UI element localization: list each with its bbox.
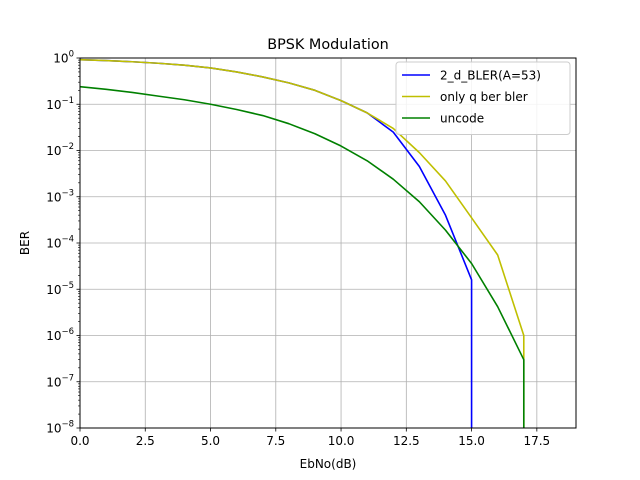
x-tick-label: 7.5: [266, 434, 285, 448]
y-tick-label: 10−6: [46, 327, 74, 343]
y-tick-base: 10: [46, 422, 61, 436]
x-tick-label: 17.5: [523, 434, 550, 448]
y-axis-label: BER: [18, 231, 32, 255]
y-tick-exponent: −8: [61, 420, 74, 430]
y-tick-base: 10: [46, 237, 61, 251]
y-tick-label: 10−5: [46, 281, 74, 297]
x-tick-label: 15.0: [458, 434, 485, 448]
y-tick-exponent: −1: [61, 96, 74, 106]
y-tick-label: 10−1: [46, 96, 74, 112]
y-tick-base: 10: [46, 283, 61, 297]
y-tick-label: 10−2: [46, 142, 74, 158]
y-tick-exponent: −4: [61, 235, 74, 245]
legend-label: uncode: [440, 112, 484, 126]
y-tick-label: 10−4: [46, 235, 74, 251]
legend-box: [395, 61, 571, 135]
legend-label: only q ber bler: [440, 90, 528, 104]
y-tick-base: 10: [46, 190, 61, 204]
y-tick-base: 10: [46, 329, 61, 343]
y-tick-base: 10: [46, 98, 61, 112]
y-tick-label: 10−8: [46, 420, 74, 436]
x-tick-label: 12.5: [393, 434, 420, 448]
series-line: [79, 58, 525, 428]
tick-layer: 0.0 2.5 5.0 7.5 10.0 12.5 15.0 17.510−810−710−6…: [46, 50, 550, 449]
x-tick-label: 0.0: [70, 434, 89, 448]
y-tick-label: 10−3: [46, 188, 74, 204]
y-tick-label: 100: [53, 50, 74, 66]
y-tick-base: 10: [53, 52, 68, 66]
y-tick-label: 10−7: [46, 373, 74, 389]
series-layer: [79, 58, 525, 428]
legend: 2_d_BLER(A=53)only q ber bler uncode: [395, 61, 571, 135]
series-line: [79, 85, 525, 428]
y-tick-base: 10: [46, 375, 61, 389]
chart-title: BPSK Modulation: [267, 37, 389, 53]
x-tick-label: 10.0: [328, 434, 355, 448]
y-tick-base: 10: [46, 144, 61, 158]
x-axis-label: EbNo(dB): [300, 457, 357, 471]
y-tick-exponent: −7: [61, 373, 74, 383]
x-tick-label: 2.5: [136, 434, 155, 448]
y-tick-exponent: −3: [61, 188, 74, 198]
y-tick-exponent: −5: [61, 281, 74, 291]
y-tick-exponent: −2: [61, 142, 74, 152]
y-tick-exponent: −6: [61, 327, 74, 337]
y-tick-exponent: 0: [69, 50, 74, 60]
legend-label: 2_d_BLER(A=53): [440, 69, 541, 83]
x-tick-label: 5.0: [201, 434, 220, 448]
